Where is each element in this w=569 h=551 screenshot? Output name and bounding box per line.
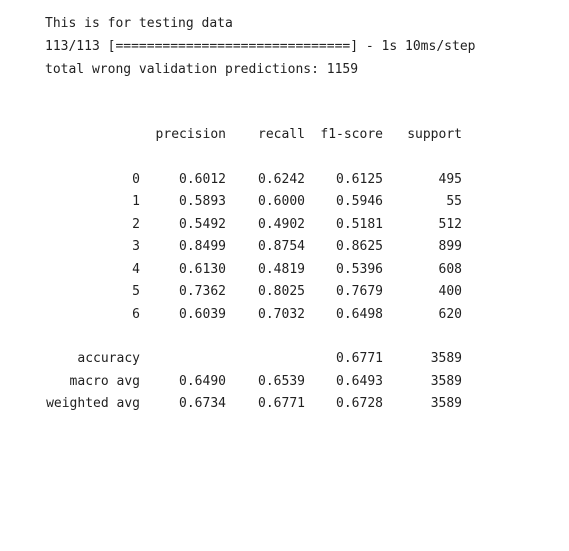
recall-value: 0.4819 — [258, 261, 305, 277]
table-row: 4 0.6130 0.4819 0.5396 608 — [0, 259, 569, 282]
report-header-row: precision recall f1-score support — [0, 124, 569, 147]
support-value: 3589 — [430, 351, 462, 366]
precision-value: 0.5893 — [179, 194, 226, 209]
output-line-title: This is for testing data — [45, 16, 233, 31]
row-label: 6 — [132, 306, 140, 322]
support-value: 512 — [438, 216, 462, 232]
precision-value: 0.8499 — [179, 239, 226, 254]
support-value: 608 — [438, 261, 462, 277]
row-label: weighted avg — [46, 396, 140, 411]
summary-row-weighted-avg: weighted avg 0.6734 0.6771 0.6728 3589 — [0, 393, 569, 416]
recall-value: 0.8754 — [258, 239, 305, 254]
precision-value: 0.7362 — [179, 284, 226, 299]
summary-row-accuracy: accuracy 0.6771 3589 — [0, 348, 569, 371]
header-recall: recall — [258, 127, 305, 142]
row-label: accuracy — [77, 351, 140, 366]
header-f1-score: f1-score — [320, 127, 383, 142]
row-label: 1 — [132, 194, 140, 209]
precision-value: 0.6130 — [179, 261, 226, 277]
support-value: 495 — [438, 171, 462, 187]
classification-report: precision recall f1-score support 0 0.60… — [0, 124, 569, 416]
support-value: 3589 — [430, 373, 462, 389]
table-row: 5 0.7362 0.8025 0.7679 400 — [0, 281, 569, 304]
f1-value: 0.6771 — [336, 351, 383, 366]
spacer — [0, 326, 569, 348]
f1-value: 0.8625 — [336, 239, 383, 254]
recall-value: 0.6771 — [258, 396, 305, 411]
recall-value: 0.4902 — [258, 216, 305, 232]
precision-value: 0.6734 — [179, 396, 226, 411]
header-support: support — [407, 127, 462, 142]
recall-value: 0.6000 — [258, 194, 305, 209]
cell-output: This is for testing data 113/113 [======… — [45, 12, 475, 81]
f1-value: 0.6493 — [336, 373, 383, 389]
table-row: 1 0.5893 0.6000 0.5946 55 — [0, 191, 569, 214]
support-value: 899 — [438, 239, 462, 254]
recall-value: 0.8025 — [258, 284, 305, 299]
progress-bar-line: 113/113 [==============================]… — [45, 39, 476, 54]
support-value: 400 — [438, 284, 462, 299]
support-value: 620 — [438, 306, 462, 322]
row-label: 3 — [132, 239, 140, 254]
recall-value: 0.6242 — [258, 171, 305, 187]
precision-value: 0.6012 — [179, 171, 226, 187]
precision-value: 0.6490 — [179, 373, 226, 389]
precision-value: 0.5492 — [179, 216, 226, 232]
row-label: 0 — [132, 171, 140, 187]
table-row: 6 0.6039 0.7032 0.6498 620 — [0, 304, 569, 327]
header-precision: precision — [155, 127, 226, 142]
row-label: 2 — [132, 216, 140, 232]
f1-value: 0.5396 — [336, 261, 383, 277]
row-label: 4 — [132, 261, 140, 277]
f1-value: 0.6728 — [336, 396, 383, 411]
f1-value: 0.5946 — [336, 194, 383, 209]
table-row: 2 0.5492 0.4902 0.5181 512 — [0, 214, 569, 237]
table-row: 3 0.8499 0.8754 0.8625 899 — [0, 236, 569, 259]
f1-value: 0.6498 — [336, 306, 383, 322]
recall-value: 0.7032 — [258, 306, 305, 322]
support-value: 55 — [446, 194, 462, 209]
f1-value: 0.5181 — [336, 216, 383, 232]
precision-value: 0.6039 — [179, 306, 226, 322]
f1-value: 0.6125 — [336, 171, 383, 187]
recall-value: 0.6539 — [258, 373, 305, 389]
f1-value: 0.7679 — [336, 284, 383, 299]
spacer — [0, 147, 569, 169]
row-label: macro avg — [69, 373, 140, 389]
table-row: 0 0.6012 0.6242 0.6125 495 — [0, 169, 569, 192]
support-value: 3589 — [430, 396, 462, 411]
summary-row-macro-avg: macro avg 0.6490 0.6539 0.6493 3589 — [0, 371, 569, 394]
wrong-predictions-line: total wrong validation predictions: 1159 — [45, 62, 359, 77]
row-label: 5 — [132, 284, 140, 299]
